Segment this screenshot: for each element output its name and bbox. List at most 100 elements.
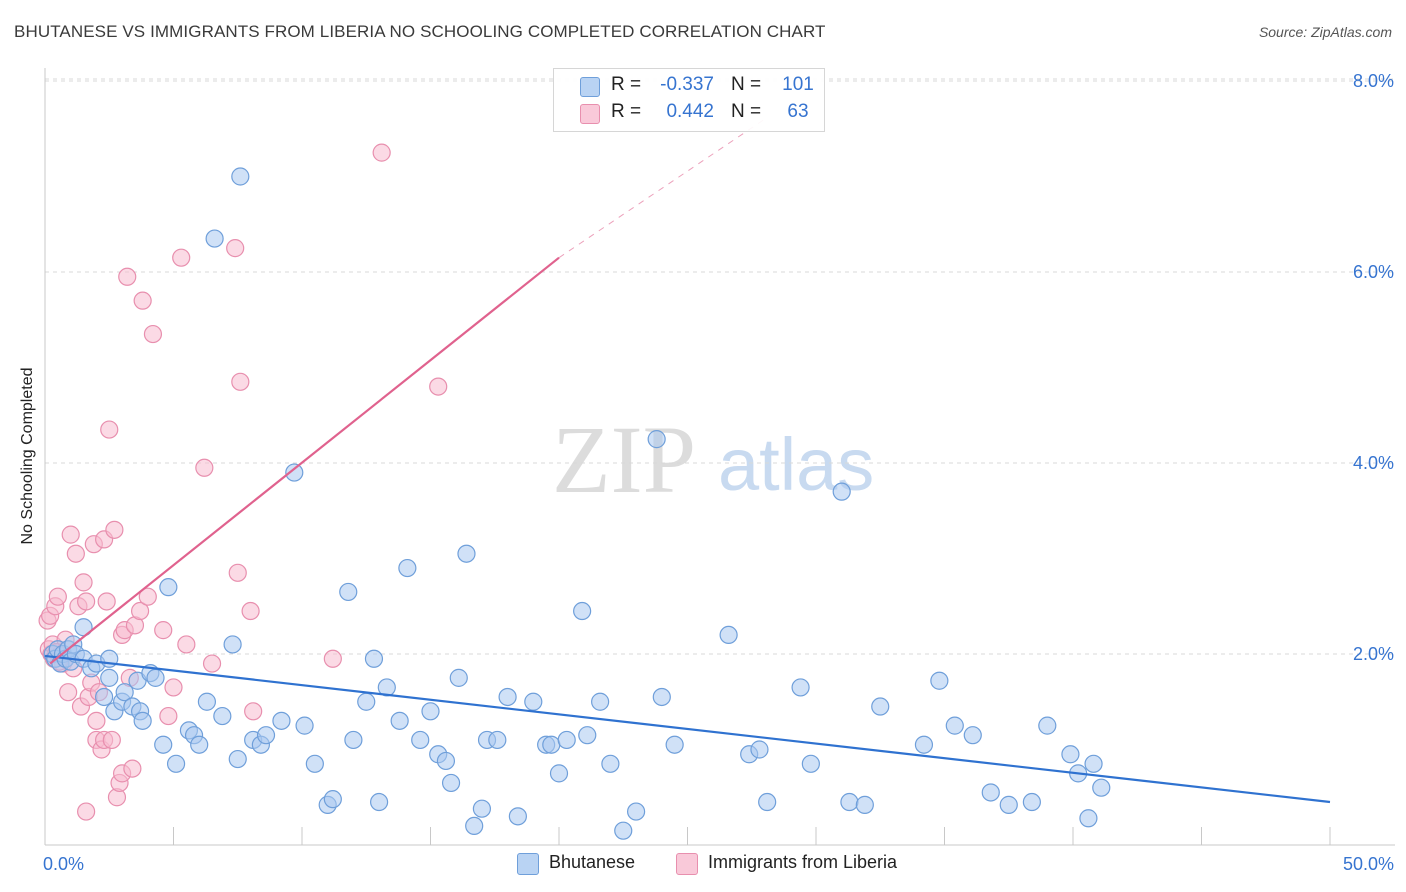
bhutanese-point [305, 754, 324, 773]
x-tick-label-start: 0.0% [43, 854, 84, 874]
bhutanese-point [205, 229, 224, 248]
liberia-point [159, 706, 178, 726]
n-label: N = [731, 101, 762, 122]
bhutanese-point [323, 790, 342, 809]
trend-lines [44, 118, 1331, 804]
bhutanese-point [981, 783, 1000, 802]
bhutanese-point [524, 692, 543, 711]
bhutanese-point [197, 692, 217, 711]
watermark-zip: ZIP [552, 406, 696, 513]
bhutanese-point [398, 558, 417, 578]
bhutanese-point [601, 754, 620, 773]
bhutanese-point [339, 582, 358, 602]
bhutanese-point [549, 764, 569, 783]
bhutanese-point [411, 730, 430, 750]
x-tick-label-end: 50.0% [1343, 854, 1394, 874]
bhutanese-point [231, 167, 250, 186]
n-value: 63 [787, 101, 809, 122]
bhutanese-point [146, 668, 165, 687]
liberia-point [143, 324, 163, 344]
bhutanese-point [573, 601, 592, 621]
bhutanese-point [719, 625, 738, 645]
legend-swatch-blue [580, 77, 600, 97]
liberia-point [195, 458, 214, 477]
liberia-point [231, 372, 250, 391]
liberia-point [87, 711, 106, 730]
y-tick-label: 4.0% [1353, 453, 1394, 473]
bhutanese-point [344, 730, 363, 750]
y-tick-label: 8.0% [1353, 71, 1394, 91]
r-label: R = [611, 101, 642, 122]
legend-label-bhutanese: Bhutanese [549, 852, 636, 872]
n-value: 101 [782, 74, 814, 95]
liberia-point [133, 291, 152, 310]
watermark: ZIP atlas [552, 406, 874, 513]
legend-swatch-pink [676, 853, 698, 875]
bhutanese-point [159, 578, 178, 597]
liberia-trend-line [49, 256, 560, 665]
bhutanese-point [465, 816, 484, 836]
liberia-point [138, 587, 157, 606]
bhutanese-point [457, 544, 476, 563]
bhutanese-point [228, 749, 247, 769]
bhutanese-point [914, 735, 934, 754]
bhutanese-point [154, 735, 173, 754]
liberia-trend-extension [558, 118, 765, 259]
bhutanese-point [488, 730, 507, 750]
legend-swatch-blue [517, 853, 539, 875]
liberia-point [123, 759, 142, 778]
bhutanese-point [472, 799, 491, 818]
bhutanese-point [272, 711, 291, 730]
bhutanese-point [591, 692, 610, 711]
bhutanese-point [357, 692, 376, 711]
liberia-point [102, 730, 121, 750]
bhutanese-point [133, 711, 152, 730]
liberia-point [105, 520, 124, 539]
series-legend: Bhutanese Immigrants from Liberia [0, 850, 1406, 878]
legend-swatch-pink [580, 104, 600, 124]
bhutanese-point [190, 735, 209, 754]
bhutanese-point [213, 706, 232, 726]
bhutanese-point [930, 671, 949, 690]
bhutanese-point [750, 740, 769, 759]
bhutanese-point [999, 795, 1018, 814]
bhutanese-point [832, 482, 851, 501]
liberia-point [100, 420, 119, 439]
bhutanese-trend-line [44, 654, 1331, 804]
bhutanese-point [508, 807, 527, 826]
bhutanese-point [1022, 792, 1041, 812]
liberia-point [172, 248, 191, 267]
bhutanese-point [945, 716, 964, 735]
liberia-point [77, 802, 96, 821]
gridlines [45, 78, 1395, 655]
bhutanese-point [1079, 809, 1098, 828]
liberia-point [77, 592, 96, 611]
liberia-point [66, 544, 85, 563]
liberia-point [372, 143, 391, 162]
liberia-point [226, 239, 245, 258]
bhutanese-point [256, 726, 276, 745]
bhutanese-point [441, 773, 461, 793]
y-tick-labels: 2.0% 4.0% 6.0% 8.0% [1353, 71, 1394, 664]
bhutanese-point [285, 463, 304, 482]
liberia-point [202, 654, 222, 673]
bhutanese-point [390, 711, 409, 730]
bhutanese-point [855, 795, 874, 814]
bhutanese-point [1092, 778, 1111, 797]
bhutanese-point [758, 792, 777, 812]
bhutanese-point [295, 716, 314, 735]
bhutanese-point [421, 702, 440, 721]
bhutanese-point [498, 687, 517, 707]
bhutanese-point [377, 678, 396, 697]
liberia-point [97, 592, 116, 611]
liberia-point [323, 649, 342, 668]
r-value: 0.442 [666, 101, 714, 122]
bhutanese-point [871, 697, 890, 716]
r-label: R = [611, 74, 642, 95]
bhutanese-point [647, 430, 666, 449]
bhutanese-point [223, 635, 242, 654]
watermark-atlas: atlas [718, 423, 874, 506]
bhutanese-point [100, 668, 119, 687]
bhutanese-point [578, 726, 597, 745]
